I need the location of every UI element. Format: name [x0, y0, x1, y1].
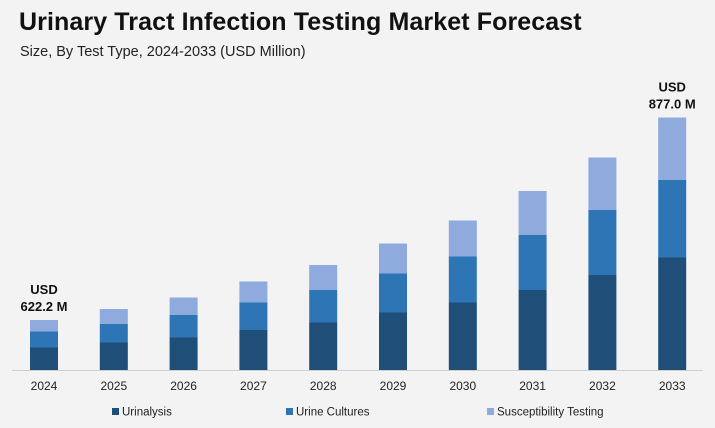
bar-2025-susceptibility-testing — [99, 309, 128, 324]
x-tick-label: 2029 — [380, 379, 407, 393]
bar-2024-urinalysis — [30, 347, 58, 370]
chart-title: Urinary Tract Infection Testing Market F… — [19, 8, 582, 36]
bar-2029-urine-cultures — [379, 273, 407, 313]
bar-2028-susceptibility-testing — [309, 265, 338, 290]
legend-swatch — [112, 408, 119, 415]
bar-2032-urine-cultures — [588, 210, 617, 275]
x-tick-label: 2032 — [589, 379, 616, 393]
annotation-value: 877.0 M — [649, 97, 696, 112]
bar-2031-urinalysis — [518, 290, 547, 370]
bar-2026-urinalysis — [169, 337, 198, 370]
legend-label: Urinalysis — [122, 407, 172, 419]
annotation-currency: USD — [30, 282, 57, 297]
legend-swatch — [487, 408, 494, 415]
bar-2029-urinalysis — [379, 312, 407, 370]
bar-2028-urinalysis — [309, 322, 338, 370]
legend-label: Susceptibility Testing — [497, 407, 604, 419]
bar-2024-urine-cultures — [30, 331, 58, 348]
bar-2024-susceptibility-testing — [30, 320, 58, 332]
bar-2027-susceptibility-testing — [239, 281, 268, 303]
bar-2027-urinalysis — [239, 330, 268, 370]
bar-2030-susceptibility-testing — [448, 220, 477, 257]
bar-2031-susceptibility-testing — [518, 191, 547, 235]
legend-label: Urine Cultures — [296, 407, 370, 419]
bar-2031-urine-cultures — [518, 235, 547, 290]
x-tick-label: 2028 — [310, 379, 337, 393]
bar-2028-urine-cultures — [309, 290, 338, 323]
bar-2033-susceptibility-testing — [658, 117, 687, 180]
bar-2026-urine-cultures — [169, 315, 198, 338]
bar-2029-susceptibility-testing — [379, 243, 407, 274]
x-tick-label: 2033 — [659, 379, 686, 393]
annotation-value: 622.2 M — [21, 299, 68, 314]
bar-2025-urinalysis — [99, 342, 128, 370]
legend-swatch — [286, 408, 293, 415]
bar-2030-urine-cultures — [448, 256, 477, 303]
x-tick-label: 2027 — [240, 379, 267, 393]
bar-2033-urinalysis — [658, 257, 687, 370]
bar-2033-urine-cultures — [658, 180, 687, 258]
bar-2027-urine-cultures — [239, 302, 268, 330]
bar-2025-urine-cultures — [99, 324, 128, 343]
x-tick-label: 2024 — [31, 379, 58, 393]
bar-2030-urinalysis — [448, 302, 477, 370]
x-tick-label: 2026 — [170, 379, 197, 393]
bar-2032-susceptibility-testing — [588, 157, 617, 210]
chart-subtitle: Size, By Test Type, 2024-2033 (USD Milli… — [20, 44, 306, 60]
x-tick-label: 2031 — [519, 379, 546, 393]
x-tick-label: 2025 — [100, 379, 127, 393]
bar-2032-urinalysis — [588, 275, 617, 370]
x-tick-label: 2030 — [449, 379, 476, 393]
annotation-currency: USD — [658, 80, 685, 95]
bar-2026-susceptibility-testing — [169, 297, 198, 315]
